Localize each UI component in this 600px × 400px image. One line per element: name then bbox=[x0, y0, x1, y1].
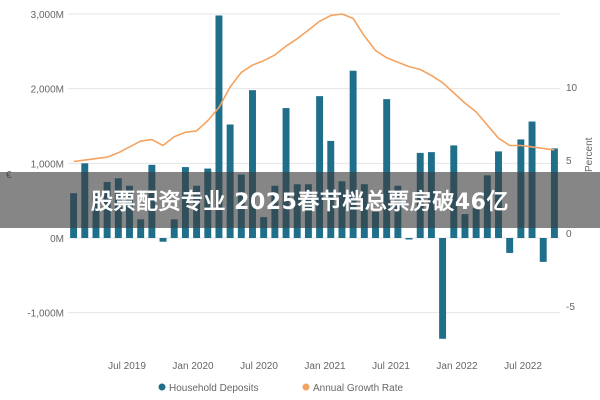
right-axis-label: Percent bbox=[584, 137, 595, 172]
deposit-bar bbox=[539, 238, 547, 262]
deposit-bar bbox=[215, 15, 223, 239]
legend-label-deposits: Household Deposits bbox=[169, 383, 259, 394]
deposit-bar bbox=[137, 219, 145, 238]
left-tick-label: 0M bbox=[50, 234, 64, 245]
right-tick-label: 0 bbox=[566, 229, 572, 240]
gridlines bbox=[68, 13, 560, 314]
legend-marker-growth bbox=[302, 383, 310, 391]
deposit-bar bbox=[316, 96, 324, 238]
deposit-bar bbox=[506, 238, 514, 253]
x-tick-label: Jul 2019 bbox=[108, 361, 146, 372]
deposit-bar bbox=[159, 238, 167, 242]
x-axis-ticks: Jul 2019 Jan 2020 Jul 2020 Jan 2021 Jul 2021… bbox=[108, 361, 542, 372]
x-tick-label: Jul 2021 bbox=[372, 361, 410, 372]
right-axis-ticks: -5 0 5 10 bbox=[566, 83, 578, 313]
deposit-bar bbox=[383, 99, 391, 239]
x-tick-label: Jan 2020 bbox=[172, 361, 214, 372]
x-tick-label: Jul 2022 bbox=[504, 361, 542, 372]
deposit-bar bbox=[405, 238, 413, 240]
right-tick-label: 5 bbox=[566, 156, 572, 167]
overlay-banner: 股票配资专业 2025春节档总票房破46亿 bbox=[0, 172, 600, 228]
legend-marker-deposits bbox=[158, 383, 166, 391]
left-tick-label: 3,000M bbox=[31, 10, 64, 21]
left-axis-ticks: -1,000M 0M 1,000M 2,000M 3,000M bbox=[27, 10, 64, 320]
deposit-bar bbox=[439, 238, 447, 339]
legend-label-growth: Annual Growth Rate bbox=[313, 383, 403, 394]
deposit-bar bbox=[170, 219, 178, 238]
x-tick-label: Jan 2022 bbox=[436, 361, 478, 372]
left-tick-label: -1,000M bbox=[27, 309, 64, 320]
deposit-bar bbox=[349, 70, 357, 238]
right-tick-label: 10 bbox=[566, 83, 578, 94]
right-tick-label: -5 bbox=[566, 302, 575, 313]
deposit-bar bbox=[249, 90, 256, 238]
x-tick-label: Jul 2020 bbox=[240, 361, 278, 372]
banner-text: 股票配资专业 2025春节档总票房破46亿 bbox=[90, 190, 509, 215]
legend: Household Deposits Annual Growth Rate bbox=[158, 383, 403, 394]
x-tick-label: Jan 2021 bbox=[304, 361, 346, 372]
growth-line bbox=[73, 13, 555, 163]
left-tick-label: 1,000M bbox=[31, 159, 64, 170]
growth-line-group bbox=[73, 13, 555, 163]
left-tick-label: 2,000M bbox=[31, 85, 64, 96]
